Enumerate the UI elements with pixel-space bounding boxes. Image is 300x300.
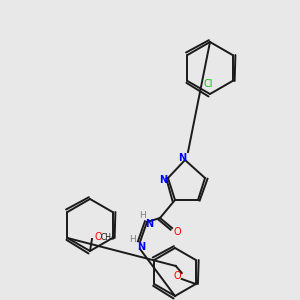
Text: Cl: Cl (203, 79, 213, 89)
Text: O: O (94, 232, 102, 242)
Text: N: N (178, 153, 186, 163)
Text: N: N (137, 242, 145, 252)
Text: O: O (174, 271, 182, 281)
Text: N: N (145, 219, 153, 229)
Text: CH₃: CH₃ (101, 232, 115, 242)
Text: O: O (173, 227, 181, 237)
Text: H: H (129, 235, 135, 244)
Text: H: H (140, 212, 146, 220)
Text: N: N (159, 175, 167, 185)
